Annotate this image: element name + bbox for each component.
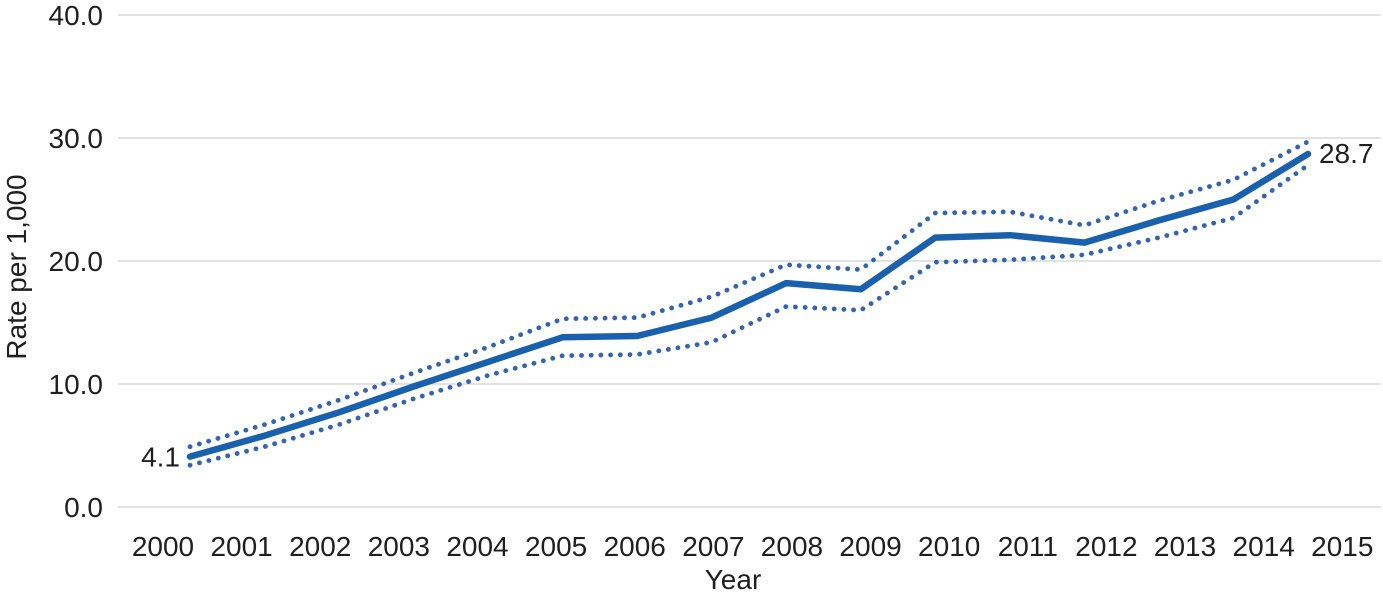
x-tick-label: 2003	[368, 531, 430, 562]
y-tick-label: 20.0	[49, 246, 104, 277]
x-tick-label: 2008	[761, 531, 823, 562]
gridlines	[118, 14, 1381, 508]
x-tick-label: 2012	[1075, 531, 1137, 562]
data-series	[186, 139, 1312, 468]
x-tick-label: 2002	[289, 531, 351, 562]
x-tick-label: 2006	[604, 531, 666, 562]
y-tick-label: 40.0	[49, 0, 104, 31]
x-tick-label: 2007	[682, 531, 744, 562]
y-tick-label: 10.0	[49, 369, 104, 400]
x-tick-label: 2010	[918, 531, 980, 562]
rate-line	[186, 150, 1312, 460]
y-tick-label: 30.0	[49, 123, 104, 154]
x-tick-label: 2013	[1154, 531, 1216, 562]
point-labels: 4.1 28.7	[141, 138, 1373, 473]
lower-ci-line	[187, 162, 1311, 468]
y-tick-label: 0.0	[64, 492, 103, 523]
x-tick-label: 2001	[210, 531, 272, 562]
x-tick-label: 2014	[1233, 531, 1295, 562]
x-tick-label: 2005	[525, 531, 587, 562]
first-point-label: 4.1	[141, 442, 180, 473]
y-axis-title: Rate per 1,000	[1, 174, 32, 359]
x-tick-label: 2009	[839, 531, 901, 562]
x-axis-ticks: 2000 2001 2002 2003 2004 2005 2006 2007 2008 2009…	[132, 531, 1374, 562]
x-axis-title: Year	[705, 564, 762, 594]
x-tick-label: 2015	[1311, 531, 1373, 562]
upper-ci-line	[187, 139, 1311, 450]
x-tick-label: 2011	[998, 531, 1058, 562]
x-tick-label: 2004	[446, 531, 508, 562]
last-point-label: 28.7	[1319, 138, 1374, 169]
y-axis-ticks: 0.0 10.0 20.0 30.0 40.0	[49, 0, 104, 523]
x-tick-label: 2000	[132, 531, 194, 562]
